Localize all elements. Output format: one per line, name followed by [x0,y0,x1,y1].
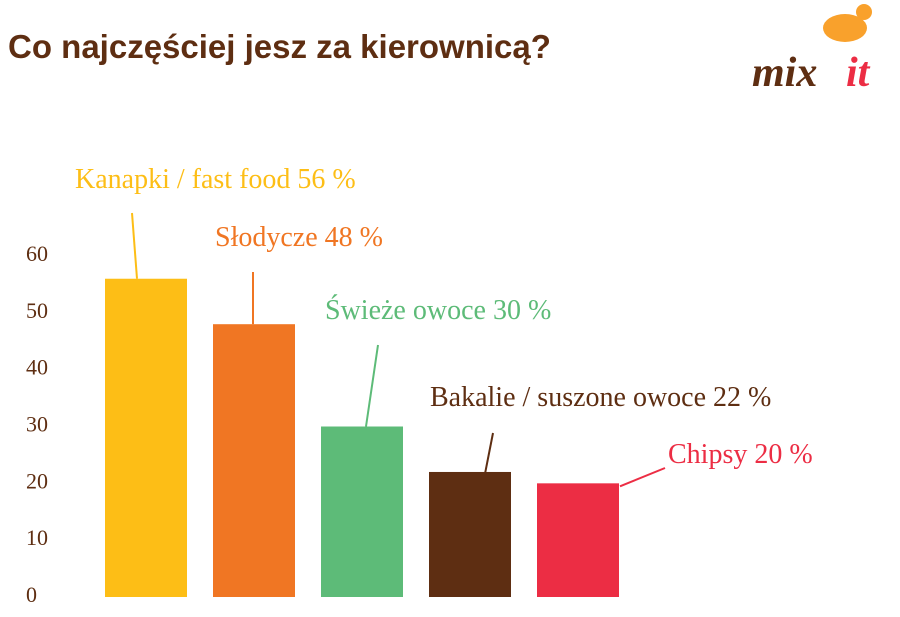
logo: mix it [752,4,872,96]
logo-bird-head [856,4,872,20]
value-label: 30 % [493,295,551,326]
category-label: Kanapki / fast food [75,164,290,195]
bar [105,278,187,597]
bar [537,483,619,597]
y-tick-label: 50 [26,298,48,323]
bar-annotation: Słodycze 48 % [215,222,383,253]
value-label: 56 % [297,164,355,195]
category-label: Świeże owoce [325,295,486,326]
y-tick-label: 30 [26,412,48,437]
category-label: Słodycze [215,222,318,253]
logo-left: mix [752,50,817,96]
bar-annotation: Chipsy 20 % [668,439,813,470]
chart-title: Co najczęściej jesz za kierownicą? [8,28,551,65]
leader-line [471,432,494,541]
value-label: 22 % [713,382,771,413]
y-tick-label: 0 [26,582,37,607]
y-tick-label: 40 [26,355,48,380]
bar-annotation: Bakalie / suszone owoce 22 % [430,382,771,413]
leader-line [619,467,666,488]
bar-annotation: Świeże owoce 30 % [325,295,551,326]
y-tick-label: 10 [26,525,48,550]
logo-bird [823,14,867,42]
bar [321,426,403,597]
category-label: Bakalie / suszone owoce [430,382,706,413]
leader-line [131,212,138,279]
bar-annotation: Kanapki / fast food 56 % [75,164,356,195]
bar [429,471,511,597]
y-tick-label: 20 [26,468,48,493]
value-label: 48 % [325,222,383,253]
leader-line [365,344,379,427]
value-label: 20 % [754,439,812,470]
y-tick-label: 60 [26,241,48,266]
logo-right: it [846,50,871,96]
category-label: Chipsy [668,439,747,470]
bar [213,324,295,597]
